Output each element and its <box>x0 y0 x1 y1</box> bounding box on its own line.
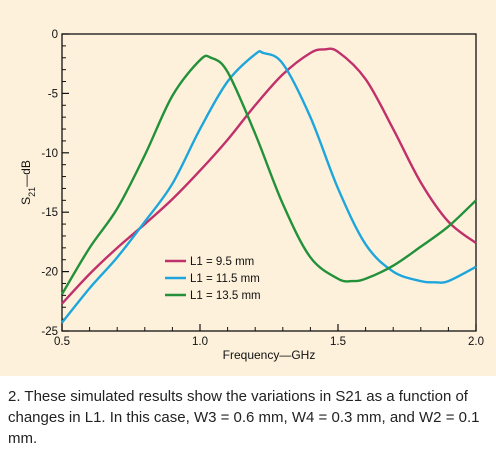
axes: 0 -5 -10 -15 -20 -250.5 1.0 1.5 2.0 <box>41 29 484 348</box>
x-tick-label: 1.0 <box>192 336 208 348</box>
series-line-1 <box>61 47 477 305</box>
x-tick-label: 2.0 <box>468 336 484 348</box>
figure-caption: 2. These simulated results show the vari… <box>8 388 480 447</box>
y-tick-label: -10 <box>41 148 58 160</box>
y-axis-title-sub: 21 <box>27 187 37 197</box>
y-axis-title-tail: —dB <box>19 160 33 187</box>
y-axis-title-main: S <box>19 197 33 205</box>
series-line-3 <box>60 54 477 295</box>
y-axis-title: S21—dB <box>19 160 37 205</box>
y-tick-label: 0 <box>52 29 58 41</box>
x-tick-label: 1.5 <box>330 336 346 348</box>
y-tick-label: -5 <box>48 88 58 100</box>
plot-frame <box>61 33 477 332</box>
legend: L1 = 9.5 mm L1 = 11.5 mm L1 = 13.5 mm <box>165 256 261 302</box>
legend-label-2: L1 = 11.5 mm <box>190 273 260 285</box>
chart-figure: 0 -5 -10 -15 -20 -25 0.5 1.0 1.5 2.0 L1 = 9.5 mm L… <box>0 0 496 376</box>
series-line-2 <box>61 50 477 324</box>
series-group <box>60 47 477 324</box>
legend-label-3: L1 = 13.5 mm <box>190 290 261 302</box>
y-tick-label: -25 <box>41 326 58 338</box>
chart-svg: 0-5-10-15-20-250.5 1.0 1.5 2.0 L1 = 9.5 mmL… <box>19 29 484 362</box>
y-tick-label: -20 <box>41 267 58 279</box>
y-tick-label: -15 <box>41 207 58 219</box>
x-axis-title: Frequency—GHz <box>223 348 316 362</box>
legend-label-1: L1 = 9.5 mm <box>190 256 254 268</box>
x-tick-label: 0.5 <box>54 336 70 348</box>
